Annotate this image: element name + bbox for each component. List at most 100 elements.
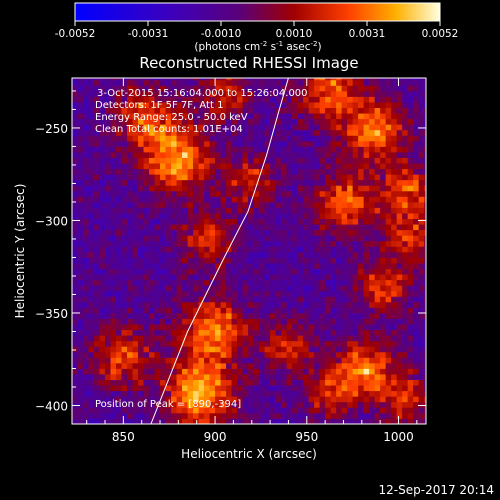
heatmap-cell — [182, 412, 188, 419]
heatmap-cell — [121, 78, 128, 81]
heatmap-cell — [418, 279, 425, 286]
heatmap-cell — [264, 251, 271, 258]
heatmap-cell — [319, 407, 326, 414]
heatmap-cell — [303, 152, 310, 158]
heatmap-cell — [182, 396, 188, 403]
heatmap-cell — [182, 296, 188, 303]
heatmap-cell — [99, 240, 106, 247]
heatmap-cell — [83, 240, 89, 247]
heatmap-cell — [347, 290, 354, 297]
heatmap-cell — [204, 285, 210, 292]
heatmap-cell — [424, 196, 426, 203]
heatmap-cell — [138, 268, 144, 275]
heatmap-cell — [72, 251, 78, 258]
heatmap-cell — [413, 207, 420, 214]
heatmap-cell — [220, 357, 227, 364]
heatmap-cell — [127, 240, 133, 247]
heatmap-cell — [77, 78, 84, 81]
heatmap-cell — [264, 290, 271, 297]
heatmap-cell — [209, 79, 216, 86]
heatmap-cell — [182, 146, 188, 153]
heatmap-cell — [314, 318, 321, 325]
heatmap-cell — [171, 385, 177, 392]
heatmap-cell — [182, 312, 188, 319]
heatmap-cell — [77, 290, 84, 297]
heatmap-cell — [275, 312, 282, 319]
heatmap-cell — [413, 96, 420, 103]
heatmap-cell — [72, 129, 78, 136]
heatmap-cell — [297, 279, 304, 286]
heatmap-cell — [198, 307, 205, 314]
heatmap-cell — [396, 224, 403, 231]
heatmap-cell — [275, 240, 282, 247]
heatmap-cell — [314, 152, 321, 158]
heatmap-cell — [72, 163, 78, 170]
heatmap-cell — [187, 357, 194, 364]
heatmap-cell — [363, 90, 370, 97]
heatmap-cell — [220, 129, 227, 136]
heatmap-cell — [160, 418, 166, 424]
heatmap-cell — [143, 246, 150, 253]
heatmap-cell — [314, 196, 321, 203]
heatmap-cell — [380, 163, 387, 170]
heatmap-cell — [215, 146, 221, 153]
heatmap-cell — [275, 274, 282, 281]
heatmap-cell — [292, 179, 298, 186]
heatmap-cell — [110, 335, 117, 342]
heatmap-cell — [193, 418, 199, 424]
heatmap-cell — [341, 229, 348, 236]
heatmap-cell — [165, 179, 172, 186]
heatmap-cell — [380, 174, 387, 181]
heatmap-cell — [391, 146, 398, 153]
heatmap-cell — [160, 129, 166, 136]
heatmap-cell — [347, 79, 354, 86]
heatmap-cell — [424, 168, 426, 175]
heatmap-cell — [352, 335, 359, 342]
heatmap-cell — [407, 146, 414, 153]
heatmap-cell — [198, 285, 205, 292]
heatmap-cell — [391, 412, 398, 419]
heatmap-cell — [215, 285, 221, 292]
heatmap-cell — [198, 229, 205, 236]
heatmap-cell — [358, 368, 365, 375]
heatmap-cell — [385, 174, 392, 181]
heatmap-cell — [154, 307, 161, 314]
heatmap-cell — [171, 263, 177, 269]
heatmap-cell — [264, 362, 271, 369]
heatmap-cell — [330, 318, 337, 325]
heatmap-cell — [165, 329, 172, 336]
heatmap-cell — [116, 124, 122, 131]
heatmap-cell — [187, 152, 194, 158]
heatmap-cell — [270, 229, 276, 236]
heatmap-cell — [105, 285, 111, 292]
heatmap-cell — [143, 279, 150, 286]
heatmap-cell — [281, 124, 287, 131]
heatmap-cell — [358, 240, 365, 247]
heatmap-cell — [99, 129, 106, 136]
heatmap-cell — [165, 124, 172, 131]
heatmap-cell — [242, 418, 249, 424]
heatmap-cell — [132, 163, 139, 170]
heatmap-cell — [204, 396, 210, 403]
heatmap-cell — [396, 229, 403, 236]
heatmap-cell — [407, 296, 414, 303]
heatmap-cell — [402, 213, 409, 220]
heatmap-cell — [231, 362, 238, 369]
heatmap-cell — [336, 129, 343, 136]
heatmap-cell — [116, 118, 122, 125]
heatmap-cell — [418, 324, 425, 331]
heatmap-cell — [281, 257, 287, 264]
heatmap-cell — [407, 368, 414, 375]
heatmap-cell — [413, 301, 420, 308]
heatmap-cell — [226, 90, 232, 97]
heatmap-cell — [138, 418, 144, 424]
heatmap-cell — [160, 190, 166, 197]
heatmap-cell — [292, 152, 298, 158]
heatmap-cell — [264, 379, 271, 386]
heatmap-cell — [319, 135, 326, 142]
heatmap-cell — [94, 374, 100, 380]
heatmap-cell — [231, 290, 238, 297]
heatmap-cell — [297, 301, 304, 308]
heatmap-cell — [204, 268, 210, 275]
heatmap-cell — [413, 418, 420, 424]
